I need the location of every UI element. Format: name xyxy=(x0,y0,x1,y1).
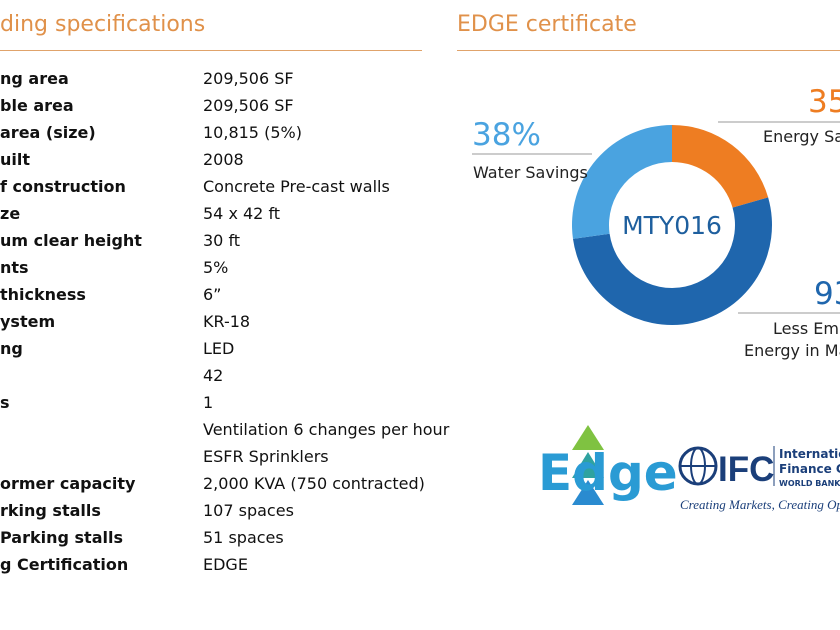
spec-value: 30 ft xyxy=(203,231,241,250)
logo-text: IFC xyxy=(718,450,774,489)
spec-value: Concrete Pre-cast walls xyxy=(203,177,390,196)
label: Water Savings xyxy=(473,163,588,182)
percent: 38% xyxy=(472,117,541,153)
spec-row: ze 54 x 42 ft xyxy=(0,204,430,231)
spec-label: nts xyxy=(0,258,29,277)
spec-row: area (size) 10,815 (5%) xyxy=(0,123,430,150)
logo-shape xyxy=(572,480,604,505)
spec-label: rking stalls xyxy=(0,501,101,520)
spec-value: 209,506 SF xyxy=(203,96,294,115)
tagline: Creating Markets, Creating Opp xyxy=(680,497,840,512)
edge-logo: Edge xyxy=(538,425,678,505)
spec-label: area (size) xyxy=(0,123,96,142)
spec-value: 2,000 KVA (750 contracted) xyxy=(203,474,425,493)
donut-center: MTY016 xyxy=(622,211,722,240)
logo-shape xyxy=(572,452,604,478)
label: Less Emb xyxy=(773,319,840,338)
spec-label: s xyxy=(0,393,10,412)
spec-label: Parking stalls xyxy=(0,528,123,547)
spec-label: g Certification xyxy=(0,555,129,574)
spec-label: ble area xyxy=(0,96,74,115)
spec-row: ormer capacity 2,000 KVA (750 contracted) xyxy=(0,474,430,501)
donut-segment xyxy=(572,197,773,326)
spec-label: um clear height xyxy=(0,231,142,250)
spec-value: KR-18 xyxy=(203,312,251,331)
spec-value: 209,506 SF xyxy=(203,69,294,88)
logo-shape xyxy=(572,425,604,450)
spec-row: ble area 209,506 SF xyxy=(0,96,430,123)
spec-label: uilt xyxy=(0,150,31,169)
spec-label: f construction xyxy=(0,177,126,196)
spec-label: ng area xyxy=(0,69,69,88)
ifc-logo: IFC Internation Finance Co WORLD BANK GR… xyxy=(678,446,840,512)
spec-row: nts 5% xyxy=(0,258,430,285)
logo-line: WORLD BANK GROU xyxy=(779,479,840,488)
spec-row: thickness 6” xyxy=(0,285,430,312)
title-rule xyxy=(0,50,422,51)
percent: 35 xyxy=(808,84,840,120)
spec-value: 10,815 (5%) xyxy=(203,123,302,142)
spec-row: Ventilation 6 changes per hour xyxy=(0,420,449,447)
section-title: ding specifications xyxy=(0,12,206,37)
spec-row: g Certification EDGE xyxy=(0,555,430,582)
spec-row: Parking stalls 51 spaces xyxy=(0,528,430,555)
spec-row: ystem KR-18 xyxy=(0,312,430,339)
spec-value: 6” xyxy=(203,285,222,304)
spec-row: uilt 2008 xyxy=(0,150,430,177)
percent: 93 xyxy=(814,276,840,312)
spec-label: ze xyxy=(0,204,21,223)
spec-value: 5% xyxy=(203,258,229,277)
spec-row: um clear height 30 ft xyxy=(0,231,430,258)
spec-row: ng LED xyxy=(0,339,430,366)
spec-value: ESFR Sprinklers xyxy=(203,447,329,466)
spec-row: rking stalls 107 spaces xyxy=(0,501,430,528)
spec-value: 54 x 42 ft xyxy=(203,204,281,223)
spec-value: 51 spaces xyxy=(203,528,284,547)
donut xyxy=(572,125,773,326)
donut-segment xyxy=(672,125,769,208)
spec-value: EDGE xyxy=(203,555,248,574)
spec-row: ESFR Sprinklers xyxy=(0,447,430,474)
spec-label: ystem xyxy=(0,312,56,331)
spec-value: 2008 xyxy=(203,150,244,169)
spec-label: ng xyxy=(0,339,23,358)
spec-value: 1 xyxy=(203,393,214,412)
logo-line: Internation xyxy=(779,447,840,461)
spec-label: thickness xyxy=(0,285,86,304)
spec-row: 42 xyxy=(0,366,430,393)
logo-line: Finance Co xyxy=(779,462,840,476)
label: Energy Sav xyxy=(763,127,840,146)
label: Energy in Mat xyxy=(744,341,840,360)
logo-text: Edge xyxy=(538,444,678,502)
spec-row: f construction Concrete Pre-cast walls xyxy=(0,177,430,204)
spec-row: ng area 209,506 SF xyxy=(0,69,430,96)
spec-value: LED xyxy=(203,339,235,358)
donut-segment xyxy=(572,125,672,239)
spec-value: 42 xyxy=(203,366,224,385)
spec-label: ormer capacity xyxy=(0,474,136,493)
spec-value: 107 spaces xyxy=(203,501,294,520)
spec-value: Ventilation 6 changes per hour xyxy=(203,420,450,439)
title-rule xyxy=(457,50,840,51)
section-title: EDGE certificate xyxy=(457,12,637,37)
